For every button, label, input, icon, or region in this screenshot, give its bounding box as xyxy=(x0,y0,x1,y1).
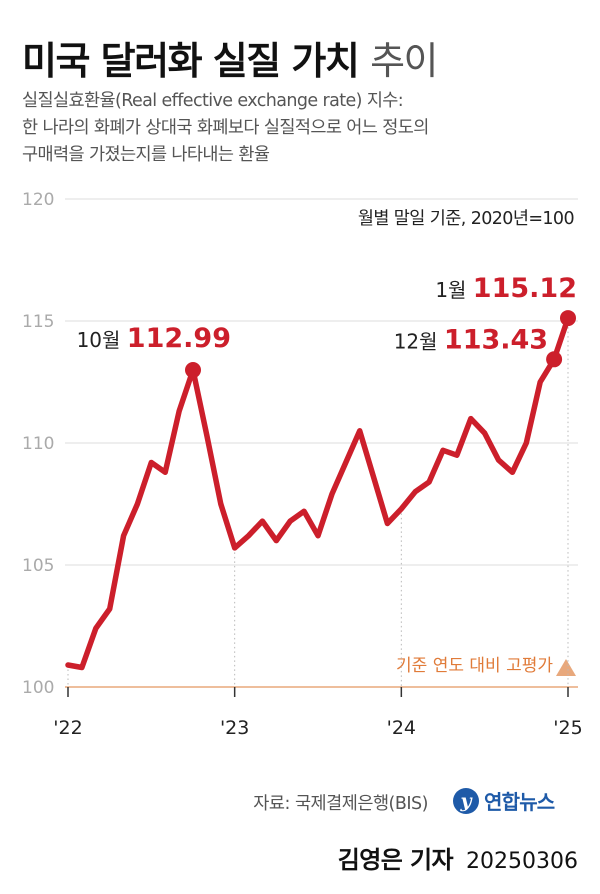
x-axis-ticks: '22 '23 '24 '25 xyxy=(53,318,583,739)
chart-title: 미국 달러화 실질 가치 추이 xyxy=(22,30,438,85)
x-tick-label: '23 xyxy=(220,717,249,739)
subtitle-line: 실질실효환율(Real effective exchange rate) 지수: xyxy=(22,91,404,111)
byline-date: 20250306 xyxy=(466,849,578,874)
x-tick-label: '22 xyxy=(53,717,82,739)
data-point xyxy=(560,310,576,327)
data-label: 1월 115.12 xyxy=(435,273,577,304)
data-point xyxy=(185,362,201,379)
y-tick-label: 105 xyxy=(22,556,54,576)
source-note: 자료: 국제결제은행(BIS) xyxy=(253,794,428,814)
yonhap-logo-text: 연합뉴스 xyxy=(484,790,555,814)
data-label-month: 1월 xyxy=(435,278,472,302)
data-label-value: 115.12 xyxy=(473,273,577,304)
y-tick-label: 115 xyxy=(22,312,54,332)
triangle-up-icon xyxy=(556,659,576,676)
data-label: 10월 112.99 xyxy=(77,323,231,354)
data-label-value: 113.43 xyxy=(444,324,548,355)
annotation-layer: 10월 112.99 12월 113.43 1월 115.12 xyxy=(77,273,577,355)
byline-name: 김영은 기자 xyxy=(337,846,454,874)
x-tick-label: '24 xyxy=(387,717,416,739)
y-tick-label: 100 xyxy=(22,678,54,698)
y-tick-label: 110 xyxy=(22,434,54,454)
basis-note: 월별 말일 기준, 2020년=100 xyxy=(357,209,575,229)
x-tick-label: '25 xyxy=(553,717,582,739)
baseline-label: 기준 연도 대비 고평가 xyxy=(396,656,553,676)
data-point xyxy=(546,351,563,368)
yonhap-logo-icon: y xyxy=(453,787,479,814)
chart-title-suffix: 추이 xyxy=(370,39,438,83)
data-label-month: 10월 xyxy=(77,328,127,352)
data-label: 12월 113.43 xyxy=(394,324,548,355)
chart-title-main: 미국 달러화 실질 가치 xyxy=(22,39,360,83)
yonhap-logo: y 연합뉴스 xyxy=(453,786,555,815)
data-label-month: 12월 xyxy=(394,329,444,353)
series-line xyxy=(65,315,571,671)
subtitle-line: 구매력을 가졌는지를 나타내는 환율 xyxy=(22,145,270,165)
chart-subtitle: 실질실효환율(Real effective exchange rate) 지수:… xyxy=(22,88,592,169)
series-layer xyxy=(65,310,576,671)
grid-layer: 100 105 110 115 120 기준 연도 대비 고평가 xyxy=(22,190,578,698)
byline: 김영은 기자 20250306 xyxy=(338,840,578,875)
subtitle-line: 한 나라의 화폐가 상대국 화폐보다 실질적으로 어느 정도의 xyxy=(22,118,429,138)
data-label-value: 112.99 xyxy=(127,323,231,354)
y-tick-label: 120 xyxy=(22,190,54,210)
